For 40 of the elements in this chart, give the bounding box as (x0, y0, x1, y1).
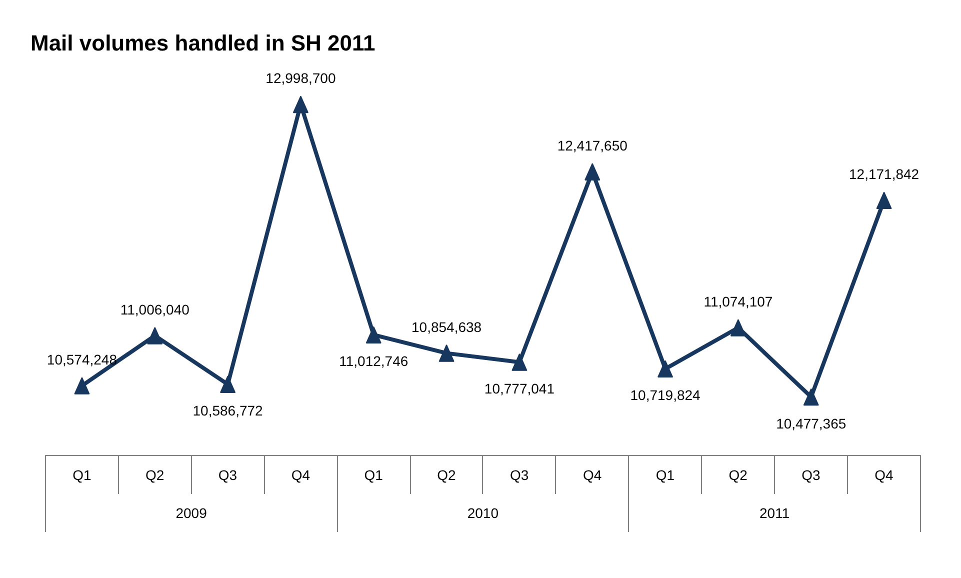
x-tick-label: Q4 (556, 456, 629, 494)
data-label: 11,012,746 (339, 353, 408, 370)
text: 2011 (760, 504, 790, 520)
x-tick-label: Q2 (702, 456, 775, 494)
text: 2010 (467, 504, 499, 520)
point (220, 376, 236, 393)
point (74, 377, 90, 394)
data-label: 11,074,107 (704, 293, 773, 310)
x-tick-label: Q4 (264, 456, 338, 494)
data-label: 12,417,650 (557, 137, 628, 154)
chart-title: Mail volumes handled in SH 2011 (30, 30, 376, 56)
data-label: 12,171,842 (849, 166, 920, 182)
data-label: 10,777,041 (484, 380, 555, 397)
point (512, 354, 528, 371)
data-label: 10,574,248 (46, 351, 118, 368)
point (803, 388, 819, 406)
x-tick-label: Q1 (337, 456, 410, 494)
x-tick-label: Q3 (191, 456, 264, 494)
data-label: 11,006,040 (120, 301, 190, 318)
data-label: 10,477,365 (776, 415, 846, 432)
point (438, 344, 454, 362)
point (366, 326, 382, 344)
x-tick-label: Q2 (118, 456, 192, 494)
point (658, 360, 674, 378)
x-tick-label: Q4 (847, 456, 920, 494)
point (147, 326, 163, 344)
data-label: 10,719,824 (630, 387, 701, 404)
x-tick-label: Q2 (410, 456, 483, 494)
x-tick-label: Q1 (46, 456, 118, 494)
x-tick-label: Q3 (482, 456, 556, 494)
data-label: 12,998,700 (266, 70, 336, 86)
point (292, 96, 308, 114)
data-label: 10,586,772 (192, 402, 264, 419)
point (730, 319, 746, 336)
text: 2009 (176, 504, 207, 520)
point (876, 192, 892, 210)
x-tick-label: Q1 (628, 456, 702, 494)
x-tick-label: Q3 (774, 456, 848, 494)
point (584, 163, 600, 181)
data-label: 10,854,638 (412, 318, 482, 335)
